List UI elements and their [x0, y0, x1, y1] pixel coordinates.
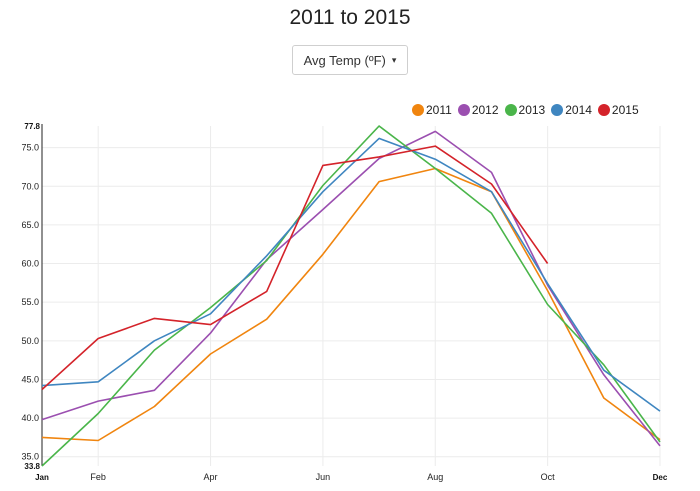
y-tick-label: 65.0	[21, 220, 39, 230]
legend-item-2013[interactable]: 2013	[504, 103, 546, 117]
legend-item-2015[interactable]: 2015	[597, 103, 639, 117]
legend-label: 2014	[565, 103, 592, 117]
series-line-2013	[41, 125, 661, 467]
legend-swatch	[457, 104, 470, 116]
x-tick-label: Jun	[316, 472, 331, 482]
legend-swatch	[412, 104, 424, 116]
y-tick-label-extent: 33.8	[24, 462, 40, 471]
y-tick-label: 40.0	[21, 413, 39, 423]
y-tick-label: 55.0	[21, 297, 39, 307]
y-tick-label-extent: 77.8	[24, 122, 40, 131]
metric-dropdown-label: Avg Temp (ºF)	[303, 52, 386, 68]
legend-swatch	[597, 104, 610, 116]
chevron-down-icon: ▾	[391, 54, 397, 65]
legend-swatch	[504, 104, 517, 116]
y-tick-label: 75.0	[21, 143, 39, 153]
legend-label: 2013	[518, 103, 546, 117]
legend-label: 2012	[471, 103, 499, 117]
series-line-2015	[41, 145, 549, 391]
metric-dropdown[interactable]: Avg Temp (ºF) ▾	[292, 45, 408, 75]
y-tick-label: 70.0	[21, 181, 39, 191]
x-tick-label: Dec	[653, 473, 668, 482]
legend-label: 2015	[611, 103, 639, 117]
y-tick-label: 35.0	[21, 452, 39, 462]
x-tick-label: Jan	[35, 473, 49, 482]
chart-legend: 2011 2012 2013 2014 2015	[412, 103, 645, 117]
legend-item-2014[interactable]: 2014	[551, 103, 592, 117]
y-tick-label: 50.0	[21, 336, 39, 346]
legend-item-2011[interactable]: 2011	[412, 103, 452, 117]
series-line-2014	[41, 137, 661, 412]
x-tick-label: Aug	[427, 472, 443, 482]
legend-swatch	[551, 104, 564, 116]
x-tick-label: Apr	[204, 472, 218, 482]
x-tick-label: Oct	[541, 472, 556, 482]
x-tick-label: Feb	[90, 472, 106, 482]
legend-label: 2011	[426, 103, 452, 117]
y-tick-label: 45.0	[21, 374, 39, 384]
series-line-2012	[41, 130, 661, 447]
y-tick-label: 60.0	[21, 259, 39, 269]
legend-item-2012[interactable]: 2012	[457, 103, 499, 117]
chart-title: 2011 to 2015	[289, 6, 411, 29]
series-line-2011	[41, 167, 661, 442]
